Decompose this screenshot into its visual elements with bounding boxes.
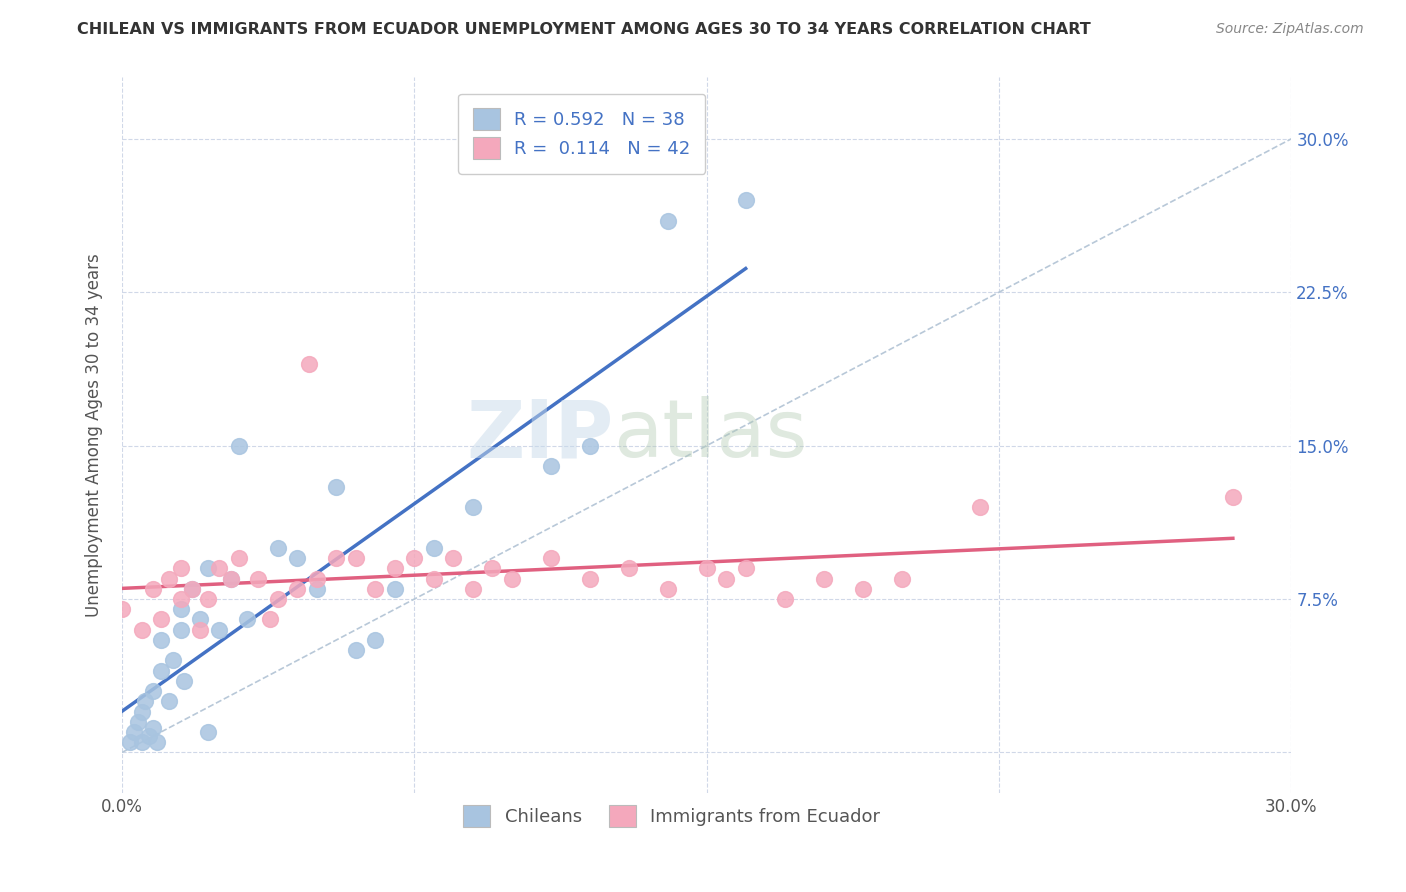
Point	[461, 500, 484, 514]
Point	[852, 582, 875, 596]
Text: ZIP: ZIP	[465, 396, 613, 475]
Point	[208, 623, 231, 637]
Point	[969, 500, 991, 514]
Point	[540, 551, 562, 566]
Point	[197, 561, 219, 575]
Point	[325, 479, 347, 493]
Point	[364, 632, 387, 647]
Point	[169, 602, 191, 616]
Point	[481, 561, 503, 575]
Point	[169, 592, 191, 607]
Point	[423, 541, 446, 555]
Point	[344, 643, 367, 657]
Point	[142, 582, 165, 596]
Legend: Chileans, Immigrants from Ecuador: Chileans, Immigrants from Ecuador	[456, 798, 887, 834]
Point	[423, 572, 446, 586]
Point	[157, 694, 180, 708]
Text: Source: ZipAtlas.com: Source: ZipAtlas.com	[1216, 22, 1364, 37]
Point	[364, 582, 387, 596]
Point	[305, 572, 328, 586]
Point	[219, 572, 242, 586]
Point	[131, 735, 153, 749]
Text: CHILEAN VS IMMIGRANTS FROM ECUADOR UNEMPLOYMENT AMONG AGES 30 TO 34 YEARS CORREL: CHILEAN VS IMMIGRANTS FROM ECUADOR UNEMP…	[77, 22, 1091, 37]
Point	[657, 582, 679, 596]
Point	[287, 551, 309, 566]
Y-axis label: Unemployment Among Ages 30 to 34 years: Unemployment Among Ages 30 to 34 years	[86, 253, 103, 617]
Point	[461, 582, 484, 596]
Point	[578, 572, 600, 586]
Point	[150, 632, 173, 647]
Point	[890, 572, 912, 586]
Text: atlas: atlas	[613, 396, 807, 475]
Point	[142, 721, 165, 735]
Point	[188, 612, 211, 626]
Point	[501, 572, 523, 586]
Point	[734, 561, 756, 575]
Point	[197, 592, 219, 607]
Point	[138, 729, 160, 743]
Point	[540, 459, 562, 474]
Point	[181, 582, 204, 596]
Point	[197, 725, 219, 739]
Point	[259, 612, 281, 626]
Point	[441, 551, 464, 566]
Point	[236, 612, 259, 626]
Point	[169, 623, 191, 637]
Point	[131, 705, 153, 719]
Point	[247, 572, 270, 586]
Point	[714, 572, 737, 586]
Point	[813, 572, 835, 586]
Point	[228, 551, 250, 566]
Point	[344, 551, 367, 566]
Point	[131, 623, 153, 637]
Point	[384, 561, 406, 575]
Point	[734, 193, 756, 207]
Point	[228, 439, 250, 453]
Point	[267, 592, 290, 607]
Point	[305, 582, 328, 596]
Point	[173, 673, 195, 688]
Point	[298, 357, 321, 371]
Point	[127, 714, 149, 729]
Point	[287, 582, 309, 596]
Point	[696, 561, 718, 575]
Point	[181, 582, 204, 596]
Point	[657, 213, 679, 227]
Point	[111, 602, 134, 616]
Point	[188, 623, 211, 637]
Point	[219, 572, 242, 586]
Point	[146, 735, 169, 749]
Point	[142, 684, 165, 698]
Point	[773, 592, 796, 607]
Point	[1222, 490, 1244, 504]
Point	[267, 541, 290, 555]
Point	[169, 561, 191, 575]
Point	[208, 561, 231, 575]
Point	[404, 551, 426, 566]
Point	[150, 664, 173, 678]
Point	[134, 694, 156, 708]
Point	[162, 653, 184, 667]
Point	[617, 561, 640, 575]
Point	[384, 582, 406, 596]
Point	[122, 725, 145, 739]
Point	[578, 439, 600, 453]
Point	[325, 551, 347, 566]
Point	[118, 735, 141, 749]
Point	[150, 612, 173, 626]
Point	[157, 572, 180, 586]
